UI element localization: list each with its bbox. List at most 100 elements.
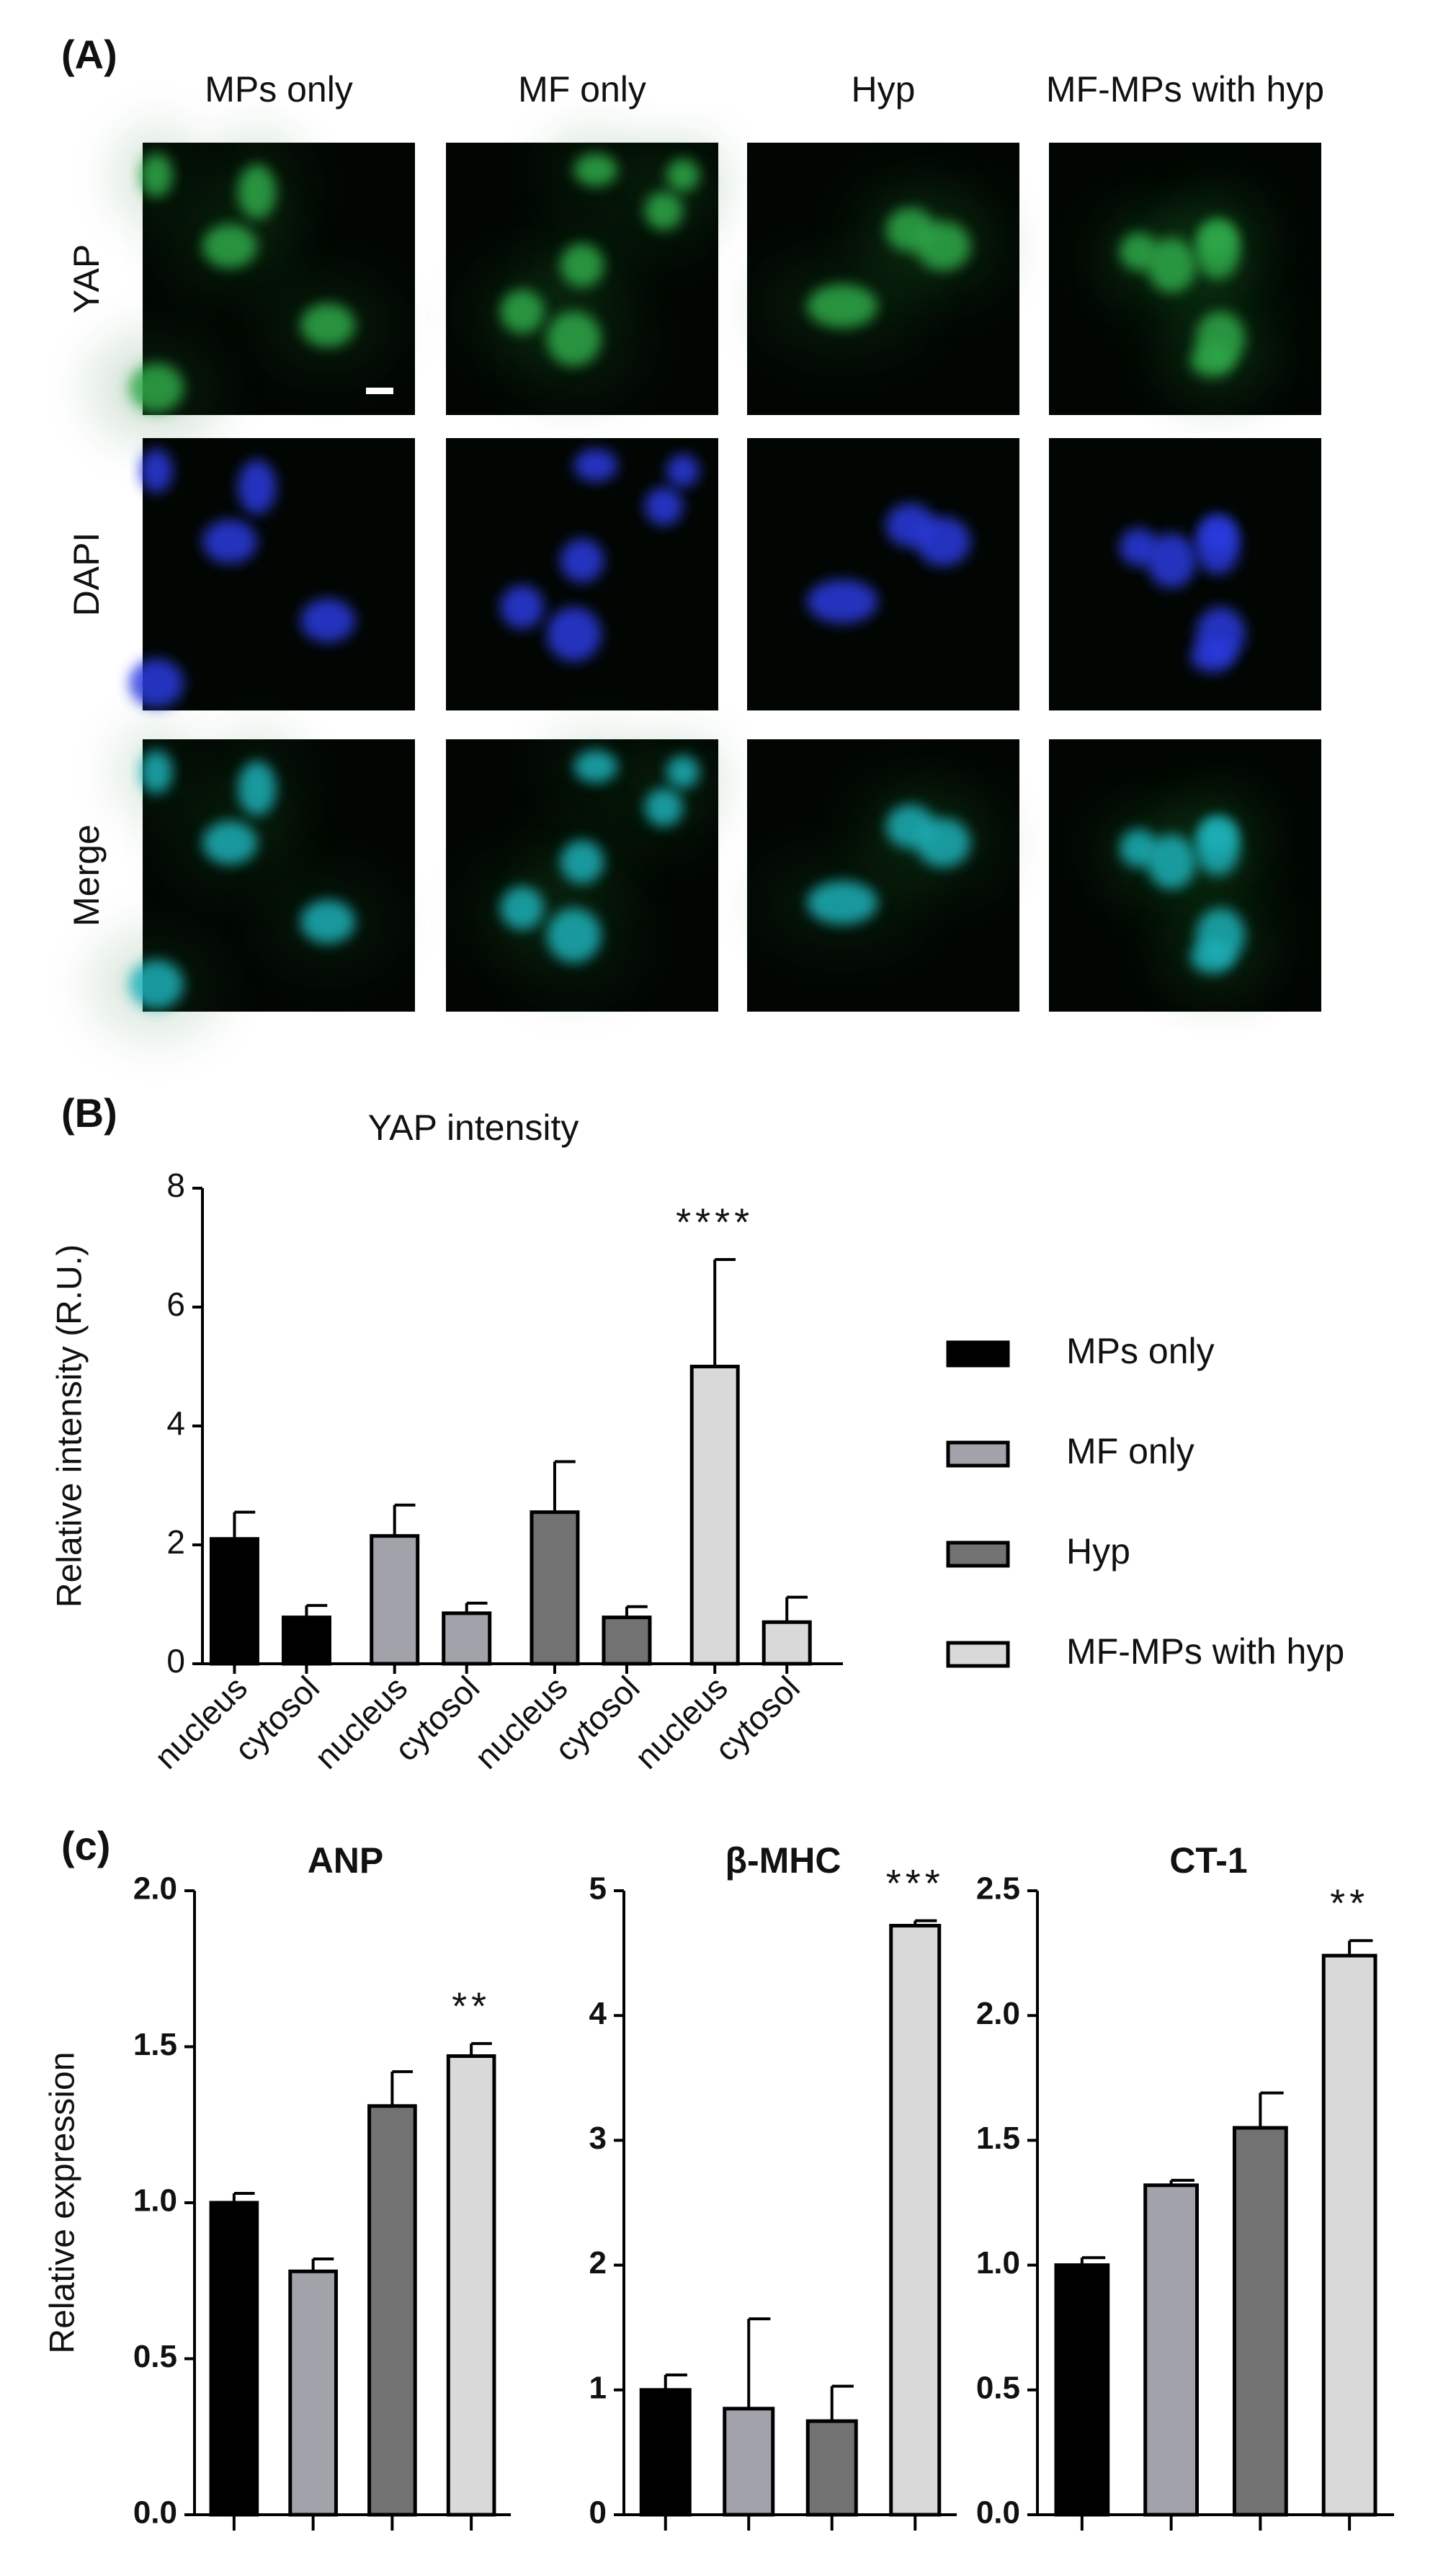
bar	[530, 1510, 580, 1666]
nucleus	[140, 153, 173, 197]
micrograph	[446, 438, 718, 710]
nucleus	[500, 585, 545, 629]
y-tick-label: 2.0	[976, 1996, 1020, 2031]
y-tick-label: 8	[166, 1167, 185, 1204]
nucleus	[560, 839, 604, 884]
bar	[805, 2419, 858, 2517]
micrograph	[747, 143, 1019, 415]
nucleus	[644, 487, 683, 525]
bar	[723, 2407, 775, 2517]
bar	[762, 1620, 812, 1666]
x-tick-label: nucleus	[627, 1669, 735, 1776]
significance: ****	[676, 1200, 754, 1244]
y-tick-label: 0.0	[133, 2495, 177, 2531]
chart-title: YAP intensity	[368, 1107, 579, 1148]
nucleus	[202, 224, 257, 268]
micrograph	[747, 438, 1019, 710]
y-tick-label: 0.5	[133, 2339, 177, 2374]
nucleus	[1190, 639, 1235, 673]
micrograph	[1049, 739, 1321, 1012]
y-tick-label: 1	[589, 2370, 607, 2405]
nucleus	[140, 750, 173, 794]
micrograph	[747, 739, 1019, 1012]
nucleus	[546, 311, 602, 366]
micrograph-background	[747, 438, 1019, 710]
legend-swatch	[946, 1541, 1010, 1568]
y-tick-label: 2	[166, 1523, 185, 1561]
y-tick-label: 3	[589, 2121, 607, 2156]
panel-label: (A)	[61, 32, 117, 77]
bar	[442, 1611, 492, 1666]
micrograph-background	[143, 438, 415, 710]
micrograph	[129, 438, 415, 710]
nucleus	[300, 599, 355, 643]
nucleus	[129, 659, 184, 708]
x-tick-label: nucleus	[307, 1669, 414, 1776]
bar	[1232, 2126, 1288, 2517]
legend-label: Hyp	[1066, 1531, 1130, 1572]
panel-label: (c)	[61, 1823, 110, 1868]
legend-label: MPs only	[1066, 1331, 1215, 1371]
bar	[1321, 1953, 1377, 2517]
y-tick-label: 1.5	[133, 2027, 177, 2062]
y-tick-label: 1.5	[976, 2121, 1020, 2156]
nucleus	[807, 881, 878, 925]
chart-title: ANP	[308, 1840, 384, 1881]
nucleus	[202, 821, 257, 865]
bar	[209, 2201, 259, 2517]
y-tick-label: 2	[589, 2245, 607, 2281]
legend-swatch	[946, 1340, 1010, 1368]
y-axis-label: Relative intensity (R.U.)	[51, 1244, 89, 1608]
legend-swatch	[946, 1641, 1010, 1668]
nucleus	[238, 460, 277, 514]
significance: **	[452, 1984, 491, 2028]
nucleus	[573, 153, 618, 187]
nucleus	[500, 290, 545, 334]
nucleus	[500, 886, 545, 930]
scale-bar	[366, 388, 393, 394]
nucleus	[238, 164, 277, 219]
bar	[889, 1923, 942, 2517]
x-tick-label: nucleus	[468, 1669, 575, 1776]
nucleus	[1147, 834, 1197, 889]
y-tick-label: 0	[166, 1642, 185, 1680]
nucleus	[573, 750, 618, 783]
nucleus	[666, 454, 700, 488]
column-title: MPs only	[205, 69, 353, 110]
nucleus	[807, 579, 878, 624]
column-title: Hyp	[852, 69, 916, 110]
nucleus	[1198, 815, 1237, 854]
y-tick-label: 0.5	[976, 2370, 1020, 2405]
y-tick-label: 0	[589, 2495, 607, 2531]
nucleus	[916, 818, 970, 868]
bar	[281, 1615, 331, 1666]
nucleus	[666, 159, 700, 192]
nucleus	[1198, 514, 1237, 553]
nucleus	[1190, 940, 1235, 974]
y-axis-label: Relative expression	[44, 2052, 82, 2354]
nucleus	[129, 960, 184, 1009]
legend-label: MF-MPs with hyp	[1066, 1631, 1344, 1672]
bar	[602, 1615, 652, 1666]
nucleus	[546, 908, 602, 963]
chart-title: CT-1	[1169, 1840, 1247, 1881]
micrograph	[446, 133, 723, 415]
column-title: MF only	[518, 69, 646, 110]
y-tick-label: 2.0	[133, 1871, 177, 1907]
y-tick-label: 6	[166, 1285, 185, 1323]
nucleus	[807, 284, 878, 329]
bar	[639, 2388, 692, 2517]
nucleus	[300, 900, 355, 944]
column-title: MF-MPs with hyp	[1046, 69, 1324, 110]
bar	[1143, 2183, 1200, 2517]
nucleus	[916, 221, 970, 271]
y-tick-label: 4	[589, 1996, 607, 2031]
micrograph	[91, 127, 415, 442]
bar	[446, 2054, 496, 2517]
micrograph	[1049, 143, 1321, 415]
x-tick-label: nucleus	[147, 1669, 254, 1776]
micrograph	[446, 730, 723, 1012]
nucleus	[573, 449, 618, 482]
